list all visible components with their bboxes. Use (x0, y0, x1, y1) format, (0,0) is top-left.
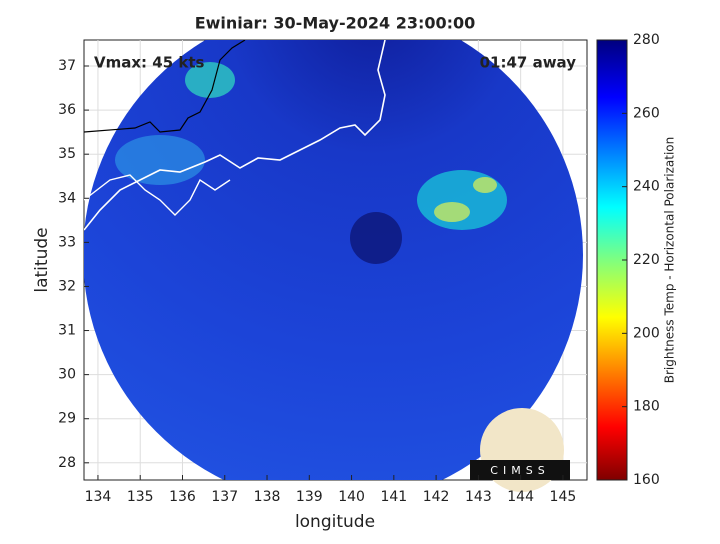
x-tick-label: 136 (169, 489, 196, 505)
y-tick-label: 29 (58, 411, 76, 427)
colorbar-tick-label: 200 (633, 325, 660, 341)
y-tick-label: 34 (58, 190, 76, 206)
storm-center (350, 212, 402, 264)
colorbar-tick-label: 160 (633, 472, 660, 488)
colorbar-tick-label: 280 (633, 32, 660, 48)
imagery (84, 40, 583, 480)
convection (417, 170, 507, 230)
y-tick-label: 32 (58, 278, 76, 294)
y-tick-label: 28 (58, 455, 76, 471)
y-tick-label: 30 (58, 367, 76, 383)
y-axis-label: latitude (32, 227, 52, 292)
colorbar-tick-label: 180 (633, 399, 660, 415)
logo-band (470, 460, 570, 480)
convection (434, 202, 470, 222)
x-tick-label: 135 (127, 489, 154, 505)
logo: CIMSS (470, 408, 570, 492)
x-tick-label: 142 (423, 489, 450, 505)
coastline (84, 40, 386, 231)
logo-text: CIMSS (490, 464, 549, 477)
swath (84, 40, 583, 480)
x-tick-label: 141 (380, 489, 407, 505)
y-tick-label: 35 (58, 146, 76, 162)
convection (185, 62, 235, 98)
coastline (84, 40, 246, 133)
annotation: Vmax: 45 kts (94, 54, 204, 72)
x-tick-label: 145 (550, 489, 577, 505)
colorbar-label: Brightness Temp - Horizontal Polarizatio… (663, 137, 677, 384)
x-tick-label: 139 (296, 489, 323, 505)
y-tick-label: 37 (58, 58, 76, 74)
convection (115, 135, 205, 185)
colorbar-tick-label: 260 (633, 105, 660, 121)
x-tick-label: 144 (507, 489, 534, 505)
convection (473, 177, 497, 193)
x-tick-label: 137 (211, 489, 238, 505)
x-axis-label: longitude (295, 512, 375, 532)
x-tick-label: 143 (465, 489, 492, 505)
colorbar-tick-label: 240 (633, 179, 660, 195)
y-tick-label: 33 (58, 234, 76, 250)
title: Ewiniar: 30-May-2024 23:00:00 (195, 14, 476, 33)
y-tick-label: 31 (58, 323, 76, 339)
coastline (84, 174, 231, 216)
y-tick-label: 36 (58, 102, 76, 118)
annotation: 01:47 away (480, 54, 577, 72)
x-tick-label: 138 (254, 489, 281, 505)
x-tick-label: 140 (338, 489, 365, 505)
x-tick-label: 134 (85, 489, 112, 505)
colorbar-tick-label: 220 (633, 252, 660, 268)
